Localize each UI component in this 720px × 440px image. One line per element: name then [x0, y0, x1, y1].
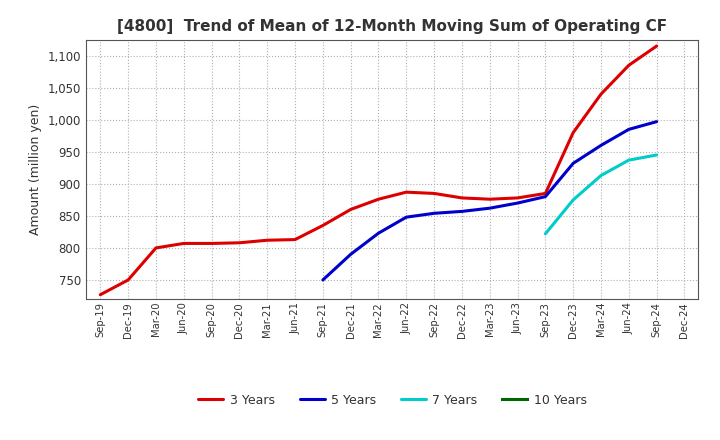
3 Years: [96, 292, 104, 297]
7 Years: [569, 197, 577, 202]
Line: 3 Years: 3 Years: [100, 46, 657, 295]
3 Years: [207, 241, 216, 246]
3 Years: [624, 62, 633, 68]
3 Years: [179, 241, 188, 246]
Legend: 3 Years, 5 Years, 7 Years, 10 Years: 3 Years, 5 Years, 7 Years, 10 Years: [193, 389, 592, 411]
5 Years: [485, 205, 494, 211]
5 Years: [346, 252, 355, 257]
3 Years: [485, 197, 494, 202]
3 Years: [152, 245, 161, 250]
5 Years: [652, 119, 661, 124]
7 Years: [652, 152, 661, 158]
3 Years: [430, 191, 438, 196]
3 Years: [318, 223, 327, 228]
Y-axis label: Amount (million yen): Amount (million yen): [29, 104, 42, 235]
3 Years: [458, 195, 467, 201]
3 Years: [402, 190, 410, 195]
5 Years: [569, 161, 577, 166]
3 Years: [291, 237, 300, 242]
3 Years: [569, 130, 577, 135]
5 Years: [402, 215, 410, 220]
7 Years: [541, 231, 550, 236]
5 Years: [624, 127, 633, 132]
Line: 7 Years: 7 Years: [546, 155, 657, 234]
Title: [4800]  Trend of Mean of 12-Month Moving Sum of Operating CF: [4800] Trend of Mean of 12-Month Moving …: [117, 19, 667, 34]
3 Years: [597, 92, 606, 97]
Line: 5 Years: 5 Years: [323, 121, 657, 280]
5 Years: [458, 209, 467, 214]
3 Years: [235, 240, 243, 246]
5 Years: [513, 200, 522, 205]
3 Years: [374, 197, 383, 202]
5 Years: [318, 277, 327, 282]
7 Years: [597, 173, 606, 178]
3 Years: [513, 195, 522, 201]
7 Years: [624, 158, 633, 163]
3 Years: [124, 277, 132, 282]
5 Years: [430, 211, 438, 216]
3 Years: [652, 44, 661, 49]
5 Years: [541, 194, 550, 199]
3 Years: [541, 191, 550, 196]
3 Years: [346, 207, 355, 212]
5 Years: [597, 143, 606, 148]
3 Years: [263, 238, 271, 243]
5 Years: [374, 231, 383, 236]
